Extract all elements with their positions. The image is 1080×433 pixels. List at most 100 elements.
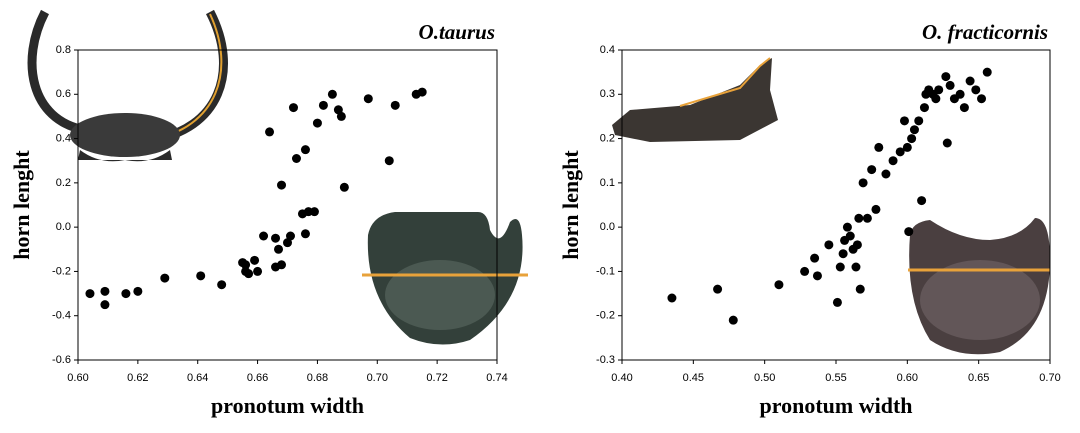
point [977,94,986,103]
y-tick-label: 0.4 [56,132,71,144]
y-axis-label: horn lenght [558,150,583,260]
pronotum-photo-right [908,218,1050,354]
point [301,145,310,154]
y-tick-label: -0.6 [52,354,71,366]
y-tick-label: -0.3 [596,354,615,366]
x-tick-label: 0.40 [611,372,632,384]
point [903,143,912,152]
chart-title: O. fracticornis [922,20,1048,44]
x-tick-label: 0.45 [683,372,704,384]
x-tick-label: 0.55 [825,372,846,384]
point [196,271,205,280]
point [810,254,819,263]
point [271,234,280,243]
point [917,196,926,205]
point [292,154,301,163]
point [853,240,862,249]
y-tick-label: -0.4 [52,310,71,322]
point [667,294,676,303]
point [277,181,286,190]
point [863,214,872,223]
y-tick-label: 0.6 [56,88,71,100]
point [274,245,283,254]
point [960,103,969,112]
point [121,289,130,298]
y-tick-label: -0.2 [52,265,71,277]
y-tick-label: 0.2 [600,132,615,144]
y-tick-label: 0.0 [600,221,615,233]
point [971,85,980,94]
y-tick-label: 0.4 [600,44,615,56]
x-tick-label: 0.64 [187,372,208,384]
point [217,280,226,289]
x-tick-label: 0.70 [1039,372,1060,384]
beetle-photo-side [612,58,778,142]
point [910,125,919,134]
x-axis-label: pronotum width [211,393,364,418]
point [244,269,253,278]
point [943,139,952,148]
point [846,232,855,241]
point [914,116,923,125]
point [100,300,109,309]
point [824,240,833,249]
y-tick-label: 0.0 [56,221,71,233]
x-tick-label: 0.65 [968,372,989,384]
point [931,94,940,103]
x-tick-label: 0.62 [127,372,148,384]
point [250,256,259,265]
point [133,287,142,296]
point [839,249,848,258]
point [874,143,883,152]
point [286,232,295,241]
point [391,101,400,110]
point [920,103,929,112]
point [966,77,975,86]
point [160,274,169,283]
point [843,223,852,232]
x-tick-label: 0.50 [754,372,775,384]
point [881,170,890,179]
point [100,287,109,296]
point [328,90,337,99]
point [385,156,394,165]
point [319,101,328,110]
x-tick-label: 0.72 [426,372,447,384]
y-tick-label: -0.1 [596,265,615,277]
point [340,183,349,192]
point [854,214,863,223]
point [364,94,373,103]
point [813,271,822,280]
y-tick-label: 0.1 [600,177,615,189]
page: 0.600.620.640.660.680.700.720.74-0.6-0.4… [0,0,1080,433]
x-tick-label: 0.66 [247,372,268,384]
y-tick-label: 0.8 [56,44,71,56]
point [983,68,992,77]
point [713,285,722,294]
point [836,263,845,272]
point [418,88,427,97]
x-tick-label: 0.60 [897,372,918,384]
point [856,285,865,294]
point [313,119,322,128]
point [310,207,319,216]
point [301,229,310,238]
chart-title: O.taurus [419,20,495,44]
point [851,263,860,272]
pronotum-photo-left [362,212,528,345]
point [907,134,916,143]
point [900,116,909,125]
point [889,156,898,165]
y-tick-label: -0.2 [596,310,615,322]
point [946,81,955,90]
point [833,298,842,307]
point [85,289,94,298]
point [800,267,809,276]
point [956,90,965,99]
point [941,72,950,81]
y-tick-label: 0.3 [600,88,615,100]
point [867,165,876,174]
point [934,85,943,94]
point [277,260,286,269]
point [774,280,783,289]
